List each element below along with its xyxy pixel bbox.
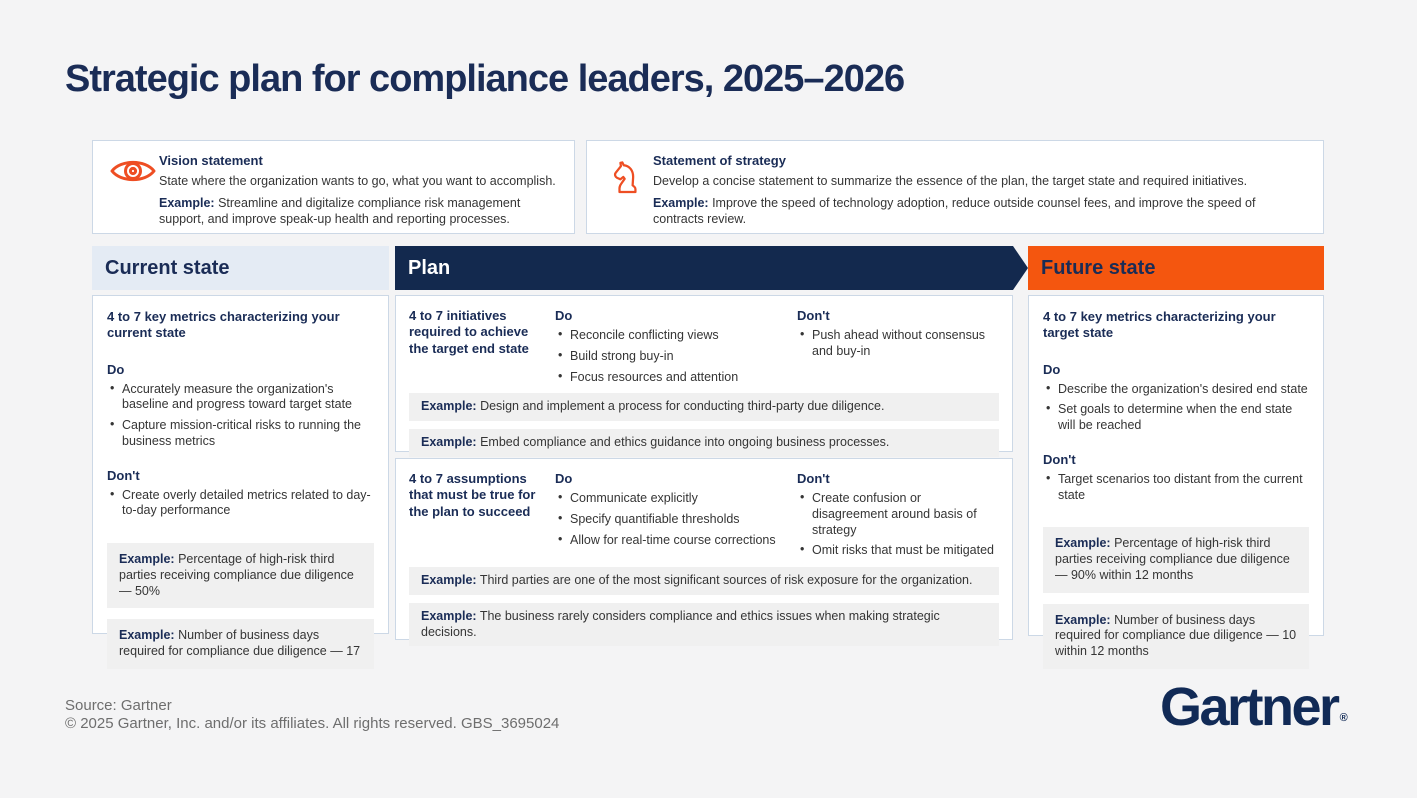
example-label: Example: [421,435,477,449]
plan-initiatives-example-1: Example: Design and implement a process … [409,393,999,421]
example-label: Example: [119,552,175,566]
current-state-header: Current state [92,246,389,290]
future-state-header: Future state [1028,246,1324,290]
current-example-1: Example: Percentage of high-risk third p… [107,543,374,609]
vision-statement-example: Example: Streamline and digitalize compl… [159,196,560,227]
example-label: Example: [119,628,175,643]
example-label: Example: [421,608,477,623]
plan-header: Plan [395,246,1028,290]
current-example-2: Example: Number of business days require… [107,619,374,669]
gartner-logo-text: Gartner [1160,677,1340,737]
statement-of-strategy-text: Statement of strategy Develop a concise … [653,153,1309,233]
list-item: Set goals to determine when the end stat… [1043,401,1309,434]
statement-of-strategy-box: Statement of strategy Develop a concise … [586,140,1324,234]
example-label: Example: [421,573,477,587]
statement-of-strategy-example: Example: Improve the speed of technology… [653,196,1309,227]
vision-statement-body: State where the organization wants to go… [159,174,556,189]
vision-statement-box: Vision statement State where the organiz… [92,140,575,234]
vision-statement-title: Vision statement [159,153,263,168]
example-text: Number of business days required for com… [1055,612,1297,659]
example-text: Streamline and digitalize compliance ris… [159,195,521,226]
list-item: Specify quantifiable thresholds [555,511,783,528]
copyright-line: © 2025 Gartner, Inc. and/or its affiliat… [65,715,560,733]
plan-assumptions-do-list: Communicate explicitly Specify quantifia… [555,490,783,549]
future-state-panel: 4 to 7 key metrics characterizing your t… [1028,295,1324,669]
list-item: Target scenarios too distant from the cu… [1043,471,1309,504]
list-item: Accurately measure the organization's ba… [107,381,374,414]
plan-assumptions-do: Do Communicate explicitly Specify quanti… [555,471,783,559]
plan-initiatives-dont-list: Push ahead without consensus and buy-in [797,327,999,360]
example-label: Example: [1055,612,1111,627]
plan-assumptions-example-1: Example: Third parties are one of the mo… [409,567,999,595]
eye-icon [107,153,159,187]
example-text: Percentage of high-risk third parties re… [119,552,354,598]
dont-label: Don't [797,471,830,486]
plan-assumptions-panel: 4 to 7 assumptions that must be true for… [395,458,1013,647]
list-item: Describe the organization's desired end … [1043,381,1309,398]
future-dont-list: Target scenarios too distant from the cu… [1043,471,1309,504]
example-text: Percentage of high-risk third parties re… [1055,536,1290,582]
do-label: Do [555,308,573,323]
statement-of-strategy-body: Develop a concise statement to summarize… [653,174,1248,189]
future-do-list: Describe the organization's desired end … [1043,381,1309,434]
list-item: Communicate explicitly [555,490,783,507]
future-state-heading: 4 to 7 key metrics characterizing your t… [1043,309,1276,341]
list-item: Reconcile conflicting views [555,327,783,344]
example-text: Number of business days required for com… [119,628,361,658]
future-example-2: Example: Number of business days require… [1043,603,1309,669]
plan-initiatives-do-list: Reconcile conflicting views Build strong… [555,327,783,386]
example-label: Example: [159,195,215,210]
current-dont-list: Create overly detailed metrics related t… [107,487,374,520]
plan-assumptions-dont: Don't Create confusion or disagreement a… [797,471,999,559]
list-item: Create overly detailed metrics related t… [107,487,374,520]
plan-initiatives-do: Do Reconcile conflicting views Build str… [555,308,783,385]
example-text: Improve the speed of technology adoption… [653,195,1256,226]
plan-assumptions-example-2: Example: The business rarely considers c… [409,602,999,647]
statement-of-strategy-title: Statement of strategy [653,153,786,168]
example-label: Example: [421,399,477,414]
do-label: Do [555,471,573,486]
plan-initiatives-panel: 4 to 7 initiatives required to achieve t… [395,295,1013,457]
dont-label: Don't [1043,451,1076,467]
knight-icon [601,153,653,197]
plan-assumptions-heading: 4 to 7 assumptions that must be true for… [409,471,536,519]
plan-initiatives-heading: 4 to 7 initiatives required to achieve t… [409,308,529,356]
plan-initiatives-grid: 4 to 7 initiatives required to achieve t… [409,308,999,385]
list-item: Allow for real-time course corrections [555,532,783,549]
plan-assumptions-grid: 4 to 7 assumptions that must be true for… [409,471,999,559]
do-label: Do [1043,361,1061,377]
gartner-logo: Gartner ® [1160,677,1348,737]
dont-label: Don't [797,308,830,323]
example-label: Example: [1055,536,1111,551]
example-text: Design and implement a process for condu… [476,399,885,414]
example-text: Third parties are one of the most signif… [476,573,973,587]
plan-initiatives-example-2: Example: Embed compliance and ethics gui… [409,429,999,457]
plan-assumptions-dont-list: Create confusion or disagreement around … [797,490,999,559]
dont-label: Don't [107,467,140,483]
current-state-panel: 4 to 7 key metrics characterizing your c… [92,295,389,669]
page-title: Strategic plan for compliance leaders, 2… [65,58,905,100]
vision-statement-text: Vision statement State where the organiz… [159,153,560,233]
registered-trademark-icon: ® [1339,712,1348,724]
example-label: Example: [653,195,709,210]
plan-initiatives-dont: Don't Push ahead without consensus and b… [797,308,999,385]
footer-source-block: Source: Gartner © 2025 Gartner, Inc. and… [65,697,559,734]
list-item: Push ahead without consensus and buy-in [797,327,999,360]
do-label: Do [107,361,125,377]
list-item: Omit risks that must be mitigated [797,542,999,559]
source-line: Source: Gartner [65,697,172,714]
list-item: Build strong buy-in [555,348,783,365]
future-example-1: Example: Percentage of high-risk third p… [1043,527,1309,593]
current-state-heading: 4 to 7 key metrics characterizing your c… [107,309,340,341]
list-item: Create confusion or disagreement around … [797,490,999,538]
example-text: The business rarely considers compliance… [421,608,940,639]
list-item: Capture mission-critical risks to runnin… [107,417,374,450]
example-text: Embed compliance and ethics guidance int… [476,435,890,449]
list-item: Focus resources and attention [555,369,783,386]
current-do-list: Accurately measure the organization's ba… [107,381,374,450]
